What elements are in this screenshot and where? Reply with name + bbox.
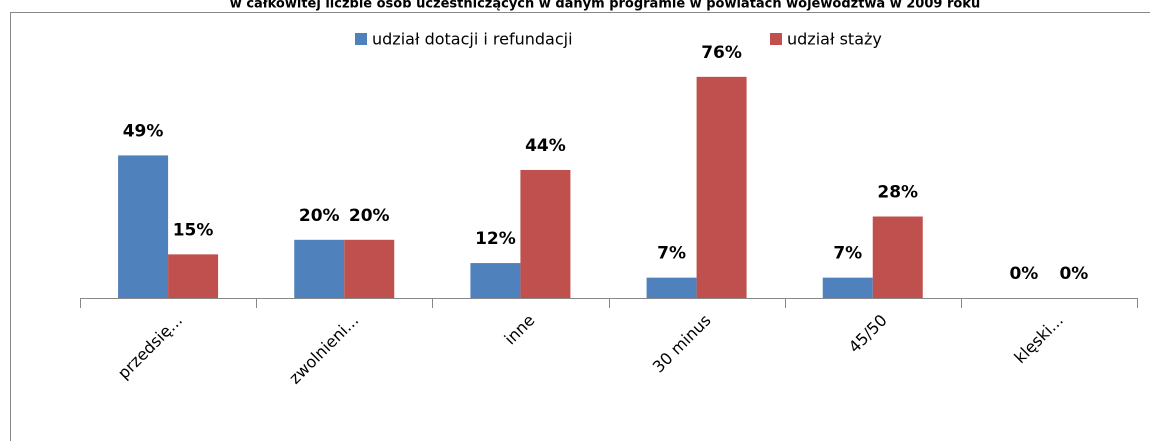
bar	[646, 277, 697, 298]
chart-frame	[10, 12, 1150, 441]
legend-label: udział dotacji i refundacji	[372, 30, 573, 49]
data-label: 0%	[1059, 264, 1088, 284]
data-label: 49%	[123, 121, 164, 141]
bar	[696, 76, 747, 298]
bar	[872, 216, 923, 298]
legend-swatch	[770, 33, 782, 45]
legend-swatch	[355, 33, 367, 45]
data-label: 20%	[349, 206, 390, 226]
data-label: 20%	[299, 206, 340, 226]
data-label: 44%	[525, 136, 566, 156]
bar	[344, 239, 395, 298]
data-label: 28%	[877, 183, 918, 203]
bar	[470, 263, 521, 298]
data-label: 7%	[833, 244, 862, 264]
bar	[520, 169, 571, 298]
data-label: 12%	[475, 229, 516, 249]
bar	[168, 254, 219, 298]
bar	[118, 155, 169, 298]
bar	[294, 239, 345, 298]
bar	[822, 277, 873, 298]
data-label: 0%	[1009, 264, 1038, 284]
data-label: 15%	[173, 220, 214, 240]
data-label: 76%	[701, 43, 742, 63]
legend-label: udział staży	[787, 30, 882, 49]
chart-title: w całkowitej liczbie osób uczestniczącyc…	[230, 0, 980, 12]
data-label: 7%	[657, 244, 686, 264]
